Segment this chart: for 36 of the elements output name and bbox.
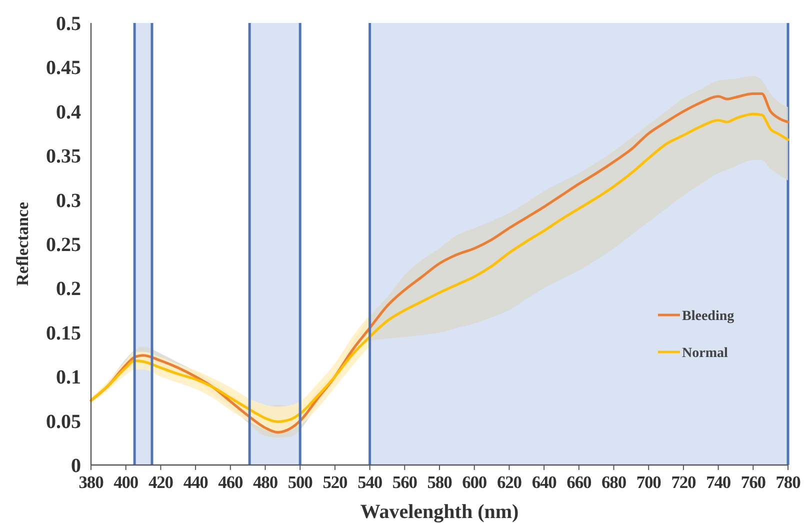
y-tick-label: 0.3 xyxy=(56,190,81,212)
x-tick-label: 780 xyxy=(776,472,802,492)
x-tick-label: 440 xyxy=(183,472,209,492)
y-tick-label: 0.35 xyxy=(46,146,81,168)
legend-label: Bleeding xyxy=(682,309,734,324)
x-tick-label: 700 xyxy=(636,472,662,492)
x-tick-label: 680 xyxy=(602,472,627,492)
y-tick-label: 0 xyxy=(71,455,81,477)
legend-label: Normal xyxy=(682,346,728,361)
x-tick-label: 640 xyxy=(532,472,558,492)
y-tick-label: 0.15 xyxy=(46,322,81,344)
x-tick-label: 540 xyxy=(358,472,383,492)
y-axis-title: Reflectance xyxy=(13,202,32,286)
x-tick-label: 660 xyxy=(566,472,592,492)
x-tick-label: 400 xyxy=(114,472,139,492)
y-tick-label: 0.05 xyxy=(46,410,81,433)
y-tick-label: 0.4 xyxy=(56,101,81,124)
x-tick-label: 520 xyxy=(322,472,348,492)
x-tick-label: 380 xyxy=(78,472,104,492)
y-tick-label: 0.25 xyxy=(46,234,81,256)
x-tick-label: 600 xyxy=(462,472,488,492)
x-tick-label: 760 xyxy=(740,472,766,492)
x-tick-label: 580 xyxy=(427,472,453,492)
x-tick-label: 480 xyxy=(253,472,278,492)
y-tick-label: 0.5 xyxy=(56,13,81,35)
x-tick-label: 740 xyxy=(706,472,732,492)
x-tick-label: 460 xyxy=(218,472,244,492)
y-tick-label: 0.45 xyxy=(46,57,81,80)
y-tick-label: 0.2 xyxy=(56,278,81,300)
y-tick-label: 0.1 xyxy=(56,366,81,389)
x-tick-label: 720 xyxy=(671,472,697,492)
x-tick-label: 620 xyxy=(496,472,522,492)
x-tick-label: 560 xyxy=(392,472,418,492)
x-axis-title: Wavelenghth (nm) xyxy=(360,501,519,523)
x-tick-label: 420 xyxy=(148,472,174,492)
x-tick-label: 500 xyxy=(288,472,314,492)
